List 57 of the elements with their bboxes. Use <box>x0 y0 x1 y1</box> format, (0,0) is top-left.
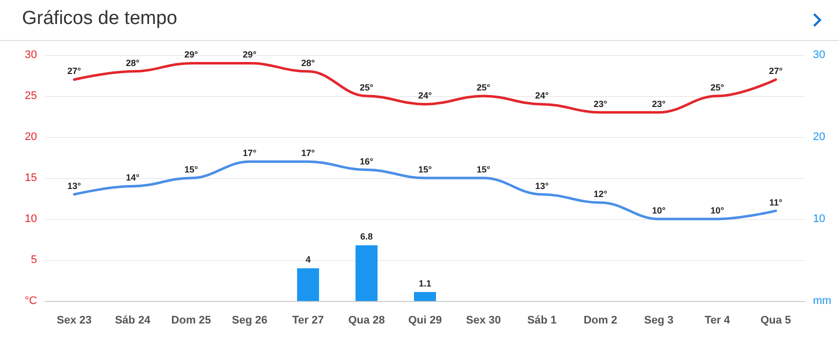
y-tick-label: 30 <box>24 49 37 61</box>
y-tick-label: 5 <box>30 254 37 266</box>
data-label: 10° <box>652 206 666 216</box>
data-label: 13° <box>67 180 82 191</box>
y2-tick-label: 30 <box>813 49 826 61</box>
data-label: 15° <box>418 164 432 174</box>
x-tick-label: Dom 25 <box>171 314 212 326</box>
data-label: 15° <box>476 164 491 174</box>
data-label: 27° <box>67 66 82 76</box>
x-tick-label: Sex 30 <box>466 314 501 326</box>
y2-tick-label: 10 <box>813 213 826 225</box>
data-label: 25° <box>360 82 374 92</box>
data-label: 24° <box>418 90 432 101</box>
data-label: 11° <box>769 197 783 208</box>
x-tick-label: Qua 5 <box>760 314 792 326</box>
y-tick-label: °C <box>24 295 38 307</box>
y-tick-label: 20 <box>24 131 37 143</box>
data-label: 12° <box>594 189 608 200</box>
data-label: 28° <box>301 58 316 68</box>
bar <box>356 245 378 301</box>
data-label: 17° <box>242 148 257 158</box>
x-tick-label: Qua 28 <box>348 314 385 326</box>
chart-title: Gráficos de tempo <box>22 8 178 30</box>
bar <box>414 292 436 301</box>
data-label: 29° <box>184 50 198 60</box>
data-label: 14° <box>126 172 140 183</box>
data-label: 27° <box>768 66 783 76</box>
data-label: 28° <box>126 58 140 68</box>
data-label: 23° <box>652 98 666 109</box>
bar <box>297 268 320 301</box>
x-tick-label: Seg 3 <box>644 314 674 326</box>
data-label: 17° <box>301 148 316 158</box>
data-label: 6.8 <box>360 232 373 242</box>
y-tick-label: 25 <box>24 90 37 102</box>
data-label: 23° <box>594 98 608 109</box>
data-label: 25° <box>710 82 725 92</box>
y2-tick-label: 20 <box>813 131 826 143</box>
data-label: 13° <box>535 180 550 191</box>
x-tick-label: Sáb 1 <box>527 314 557 326</box>
data-label: 25° <box>476 82 491 92</box>
x-tick-label: Seg 26 <box>232 314 268 326</box>
x-tick-label: Sex 23 <box>56 314 92 326</box>
y-tick-label: 15 <box>24 172 37 184</box>
data-label: 4 <box>306 254 311 265</box>
data-label: 1.1 <box>418 278 432 288</box>
x-tick-label: Ter 4 <box>704 314 731 326</box>
data-label: 10° <box>710 206 725 216</box>
x-tick-label: Dom 2 <box>584 314 618 326</box>
data-label: 29° <box>242 50 257 60</box>
y2-tick-label: mm <box>813 295 832 307</box>
x-tick-label: Sáb 24 <box>114 314 152 326</box>
x-tick-label: Ter 27 <box>292 314 324 326</box>
y-tick-label: 10 <box>24 213 37 225</box>
data-label: 16° <box>360 156 374 166</box>
data-label: 24° <box>535 90 550 101</box>
x-tick-label: Qui 29 <box>408 314 442 326</box>
data-label: 15° <box>184 164 198 174</box>
